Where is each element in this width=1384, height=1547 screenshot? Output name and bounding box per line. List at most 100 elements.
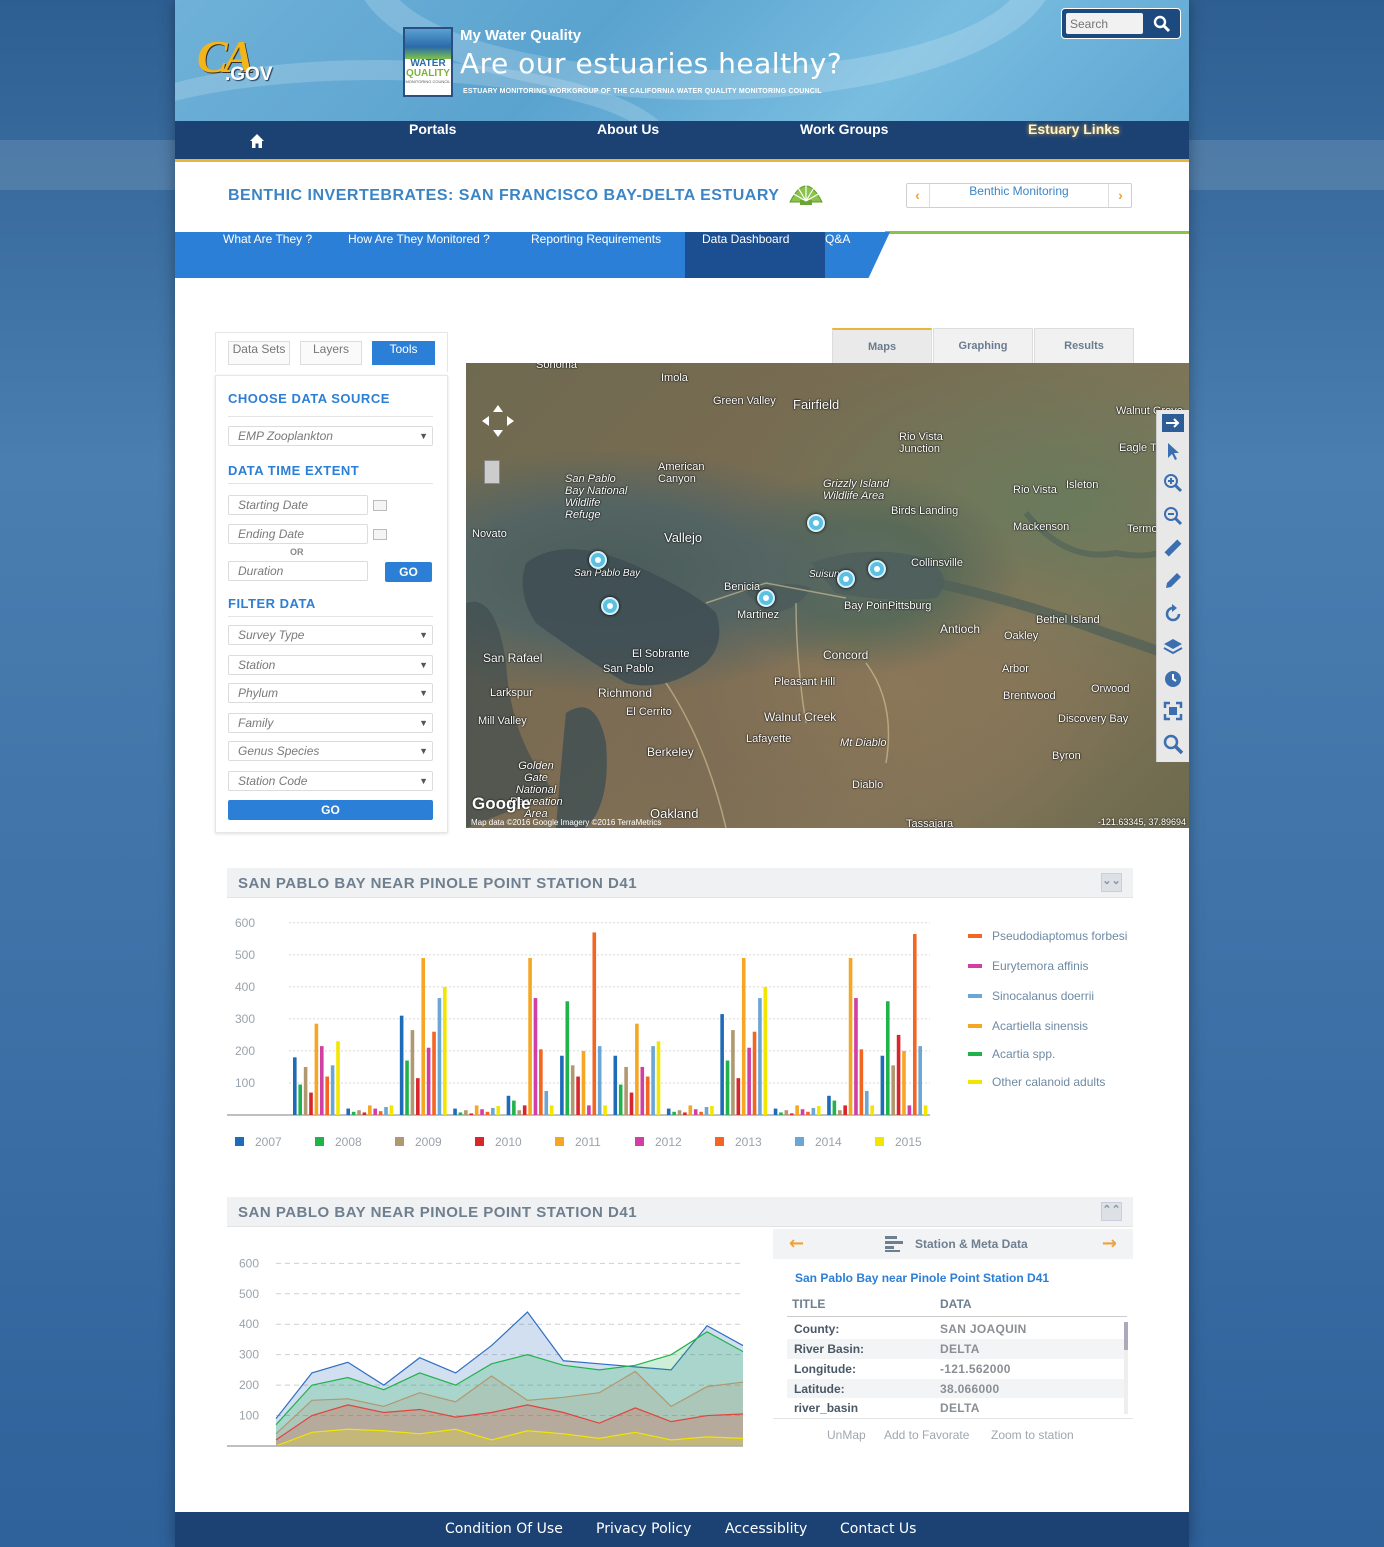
bar xyxy=(864,1090,869,1115)
section-heading-filter: FILTER DATA xyxy=(228,596,316,611)
zoom-to-station-link[interactable]: Zoom to station xyxy=(991,1428,1074,1442)
chevron-down-icon: ▼ xyxy=(419,660,428,670)
tab-tools[interactable]: Tools xyxy=(372,341,435,365)
station-marker[interactable] xyxy=(868,560,886,578)
meta-data-header: ← Station & Meta Data → xyxy=(773,1229,1133,1259)
station-marker[interactable] xyxy=(589,551,607,569)
divider xyxy=(773,1418,1133,1419)
arrow-left-icon[interactable]: ← xyxy=(789,1233,805,1254)
station-marker[interactable] xyxy=(757,589,775,607)
refresh-icon[interactable] xyxy=(1162,603,1184,625)
logo-ca-text: CA xyxy=(197,31,254,82)
family-select[interactable]: Family ▼ xyxy=(228,713,433,733)
bar xyxy=(666,1108,671,1115)
footer-link-privacy[interactable]: Privacy Policy xyxy=(596,1521,692,1537)
selector-label[interactable]: Benthic Monitoring xyxy=(929,184,1109,207)
search-icon[interactable] xyxy=(1162,733,1184,755)
logo-wave xyxy=(405,29,451,59)
tab-what-are-they[interactable]: What Are They ? xyxy=(223,232,313,246)
satellite-map[interactable]: Sonoma Imola Green Valley Fairfield Rio … xyxy=(466,363,1189,828)
station-marker[interactable] xyxy=(807,514,825,532)
y-tick-label: 300 xyxy=(239,1348,259,1362)
station-marker[interactable] xyxy=(601,597,619,615)
clock-icon[interactable] xyxy=(1162,668,1184,690)
tab-data-sets[interactable]: Data Sets xyxy=(228,341,290,365)
fullscreen-icon[interactable] xyxy=(1162,700,1184,722)
map-label: Sonoma xyxy=(536,363,577,371)
pan-control-icon[interactable] xyxy=(480,403,516,439)
tab-results[interactable]: Results xyxy=(1034,328,1134,363)
go-button-filter[interactable]: GO xyxy=(228,800,433,820)
search-icon[interactable] xyxy=(1153,15,1171,33)
bar xyxy=(645,1076,650,1115)
section-heading-time: DATA TIME EXTENT xyxy=(228,463,360,478)
footer-link-conditions[interactable]: Condition Of Use xyxy=(445,1521,563,1537)
nav-item-about-us[interactable]: About Us xyxy=(597,121,660,137)
bar xyxy=(752,1031,757,1115)
survey-type-select[interactable]: Survey Type ▼ xyxy=(228,625,433,645)
footer-link-contact[interactable]: Contact Us xyxy=(840,1521,917,1537)
scrollbar-track[interactable] xyxy=(1124,1322,1128,1414)
site-header: CA .GOV WATER QUALITY MONITORING COUNCIL… xyxy=(175,0,1189,121)
bar xyxy=(522,1105,527,1115)
collapse-chevron-icon[interactable]: ⌃⌃ xyxy=(1101,1202,1122,1221)
bar xyxy=(880,1055,885,1115)
bar xyxy=(330,1065,335,1115)
go-button-time[interactable]: GO xyxy=(385,562,432,582)
unmap-link[interactable]: UnMap xyxy=(827,1428,866,1442)
expand-chevron-icon[interactable]: ⌄⌄ xyxy=(1101,873,1122,892)
arrow-right-icon[interactable] xyxy=(1162,414,1184,436)
data-source-select[interactable]: EMP Zooplankton ▼ xyxy=(228,426,433,446)
main-nav: Portals About Us Work Groups Estuary Lin… xyxy=(175,121,1189,162)
tab-how-monitored[interactable]: How Are They Monitored ? xyxy=(348,232,490,246)
bar xyxy=(464,1110,468,1115)
selector-next-icon[interactable]: › xyxy=(1118,187,1123,203)
tab-layers[interactable]: Layers xyxy=(300,341,362,365)
search-input[interactable] xyxy=(1066,13,1143,34)
calendar-icon[interactable] xyxy=(373,529,387,540)
water-quality-logo[interactable]: WATER QUALITY MONITORING COUNCIL xyxy=(403,27,453,97)
zoom-out-icon[interactable] xyxy=(1162,505,1184,527)
nav-item-portals[interactable]: Portals xyxy=(409,121,457,137)
footer-link-accessibility[interactable]: Accessiblity xyxy=(725,1521,808,1537)
home-icon[interactable] xyxy=(249,133,265,149)
phylum-select[interactable]: Phylum ▼ xyxy=(228,683,433,703)
tab-maps[interactable]: Maps xyxy=(832,328,932,363)
add-favorite-link[interactable]: Add to Favorate xyxy=(884,1428,970,1442)
zoom-in-icon[interactable] xyxy=(1162,472,1184,494)
map-label: Isleton xyxy=(1066,479,1099,491)
tab-qa[interactable]: Q&A xyxy=(825,232,851,246)
station-select[interactable]: Station ▼ xyxy=(228,655,433,675)
map-label: Rio Vista xyxy=(1013,484,1057,496)
ruler-icon[interactable] xyxy=(1162,537,1184,559)
station-code-select[interactable]: Station Code ▼ xyxy=(228,771,433,791)
scrollbar-thumb[interactable] xyxy=(1124,1322,1128,1350)
duration-input[interactable]: Duration xyxy=(228,561,368,581)
selector-prev-icon[interactable]: ‹ xyxy=(915,187,920,203)
ca-gov-logo[interactable]: CA .GOV xyxy=(197,30,277,90)
y-tick-label: 500 xyxy=(239,1287,259,1301)
genus-species-select[interactable]: Genus Species ▼ xyxy=(228,741,433,761)
arrow-right-icon[interactable]: → xyxy=(1101,1233,1117,1254)
bar xyxy=(309,1092,313,1115)
tab-reporting[interactable]: Reporting Requirements xyxy=(531,232,662,246)
tab-graphing[interactable]: Graphing xyxy=(933,328,1033,363)
ending-date-input[interactable]: Ending Date xyxy=(228,524,368,544)
pointer-icon[interactable] xyxy=(1162,440,1184,462)
bar xyxy=(677,1110,682,1115)
calendar-icon[interactable] xyxy=(373,500,387,511)
tab-data-dashboard[interactable]: Data Dashboard xyxy=(702,232,790,246)
panel-tabs: Data Sets Layers Tools xyxy=(215,332,448,372)
pencil-icon[interactable] xyxy=(1162,570,1184,592)
nav-item-estuary-links[interactable]: Estuary Links xyxy=(1028,121,1120,137)
map-label: San Pablo Bay xyxy=(574,568,641,579)
bar xyxy=(891,1065,895,1115)
bar xyxy=(912,934,917,1115)
bar xyxy=(437,998,442,1115)
nav-item-work-groups[interactable]: Work Groups xyxy=(800,121,889,137)
layers-icon[interactable] xyxy=(1162,636,1184,658)
station-marker[interactable] xyxy=(837,570,855,588)
bar xyxy=(373,1108,378,1115)
street-view-pegman-icon[interactable] xyxy=(484,460,500,484)
starting-date-input[interactable]: Starting Date xyxy=(228,495,368,515)
